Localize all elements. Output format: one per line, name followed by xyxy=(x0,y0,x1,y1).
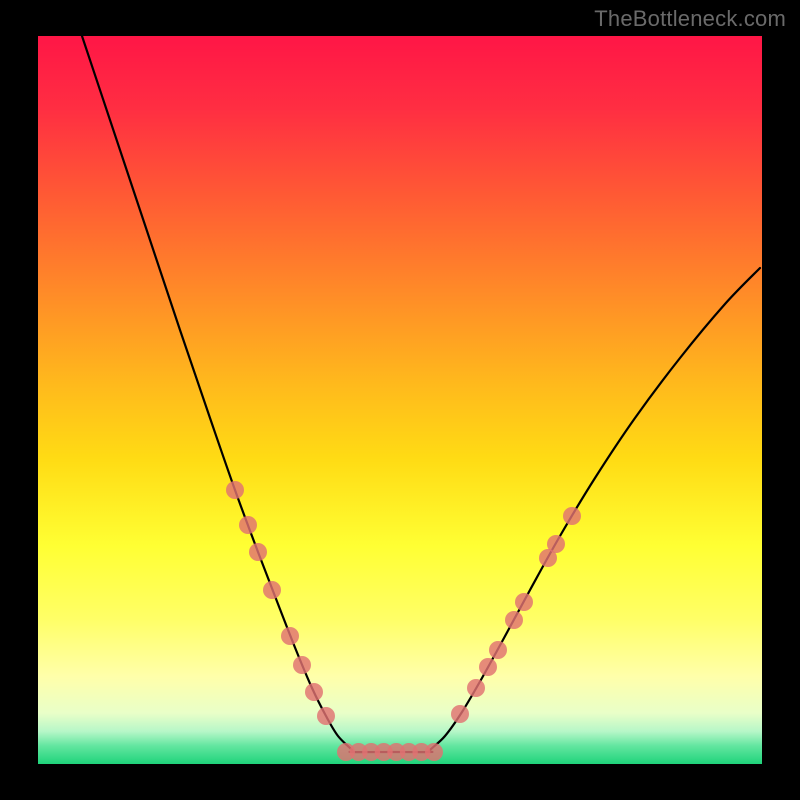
curve-marker-dot xyxy=(425,743,443,761)
curve-marker-dot xyxy=(547,535,565,553)
curve-marker-dot xyxy=(467,679,485,697)
curve-marker-dot xyxy=(515,593,533,611)
curve-marker-dot xyxy=(239,516,257,534)
curve-marker-dot xyxy=(293,656,311,674)
curve-marker-dot xyxy=(281,627,299,645)
curve-marker-dot xyxy=(226,481,244,499)
curve-marker-dot xyxy=(249,543,267,561)
curve-marker-dot xyxy=(305,683,323,701)
curve-marker-dot xyxy=(451,705,469,723)
curve-marker-dot xyxy=(317,707,335,725)
curve-marker-dot xyxy=(563,507,581,525)
curve-marker-dot xyxy=(505,611,523,629)
curve-marker-dot xyxy=(479,658,497,676)
bottleneck-curve-chart xyxy=(0,0,800,800)
watermark-text: TheBottleneck.com xyxy=(594,6,786,32)
chart-gradient-background xyxy=(38,36,762,764)
curve-marker-dot xyxy=(263,581,281,599)
curve-marker-dot xyxy=(489,641,507,659)
